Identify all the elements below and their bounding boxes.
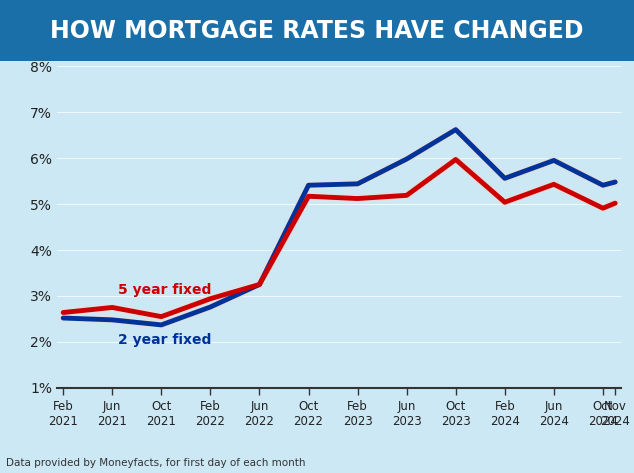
5 year fixed (207, 296, 214, 302)
Text: 5 year fixed: 5 year fixed (119, 283, 212, 298)
5 year fixed (354, 196, 361, 201)
2 year fixed (599, 183, 607, 188)
2 year fixed (354, 181, 361, 187)
2 year fixed (157, 322, 165, 328)
2 year fixed (403, 156, 410, 162)
2 year fixed (452, 127, 460, 132)
5 year fixed (157, 314, 165, 319)
Text: Data provided by Moneyfacts, for first day of each month: Data provided by Moneyfacts, for first d… (6, 458, 306, 468)
5 year fixed (501, 200, 508, 205)
5 year fixed (256, 281, 263, 287)
Line: 2 year fixed: 2 year fixed (63, 130, 615, 325)
2 year fixed (108, 317, 116, 323)
2 year fixed (501, 175, 508, 181)
2 year fixed (207, 304, 214, 310)
5 year fixed (599, 205, 607, 211)
Text: 2 year fixed: 2 year fixed (119, 333, 212, 347)
2 year fixed (550, 158, 558, 163)
2 year fixed (60, 315, 67, 321)
Text: HOW MORTGAGE RATES HAVE CHANGED: HOW MORTGAGE RATES HAVE CHANGED (50, 19, 584, 43)
5 year fixed (452, 157, 460, 162)
2 year fixed (256, 281, 263, 287)
2 year fixed (305, 183, 313, 188)
5 year fixed (550, 182, 558, 187)
2 year fixed (611, 179, 619, 185)
5 year fixed (611, 200, 619, 206)
5 year fixed (403, 193, 410, 198)
Line: 5 year fixed: 5 year fixed (63, 159, 615, 316)
5 year fixed (305, 193, 313, 199)
5 year fixed (60, 310, 67, 315)
5 year fixed (108, 305, 116, 310)
